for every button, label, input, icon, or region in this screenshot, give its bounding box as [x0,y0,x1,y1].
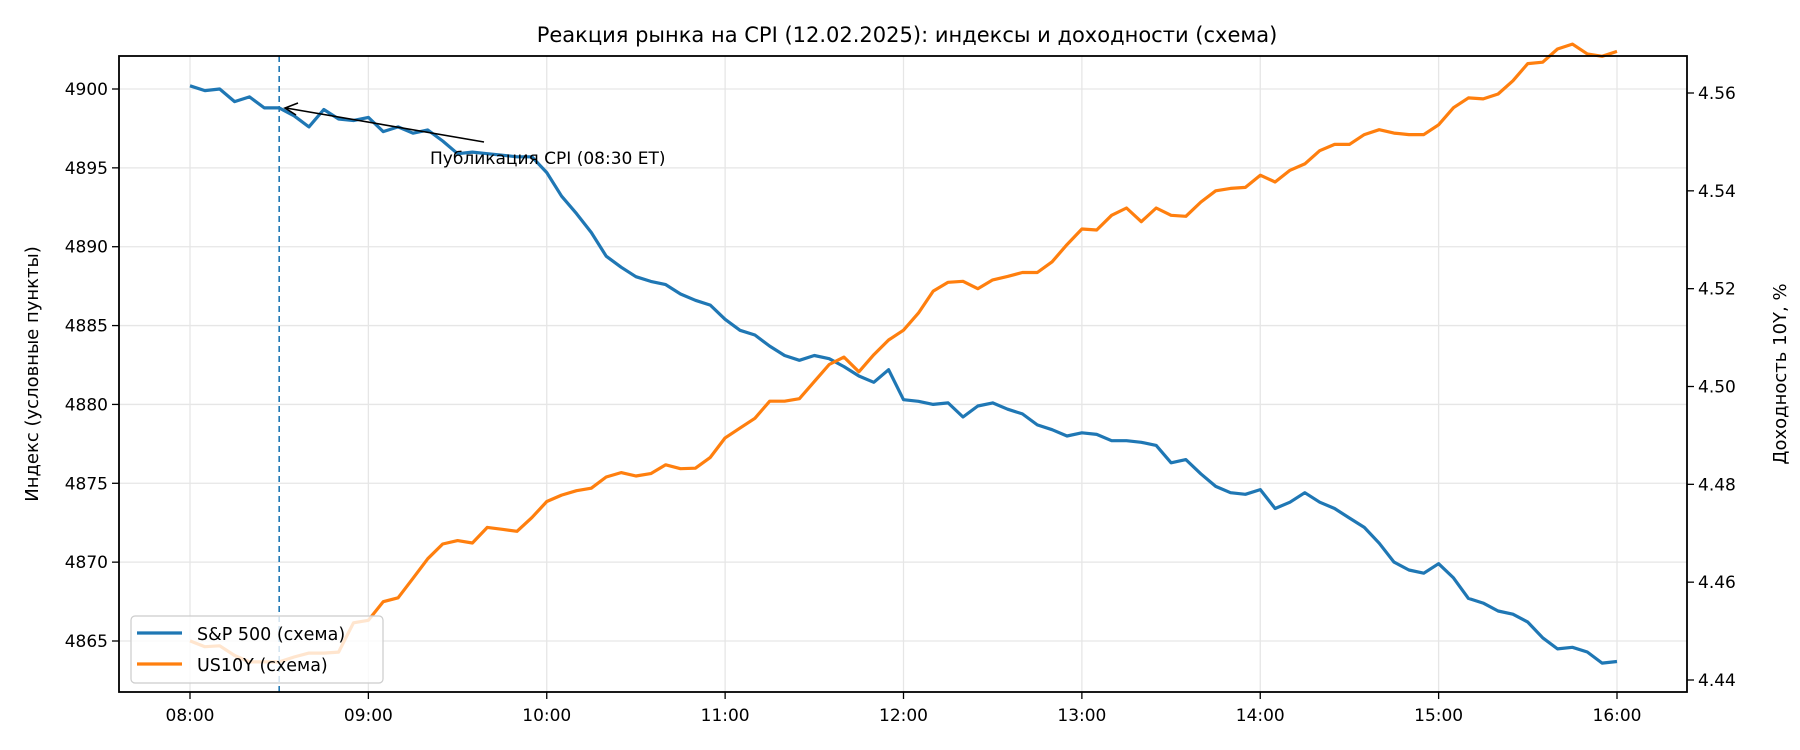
x-tick-label: 15:00 [1414,706,1463,726]
series-line-sp500 [189,84,1618,665]
y-left-tick-label: 4875 [65,474,108,494]
y-left-tick-label: 4870 [65,553,108,573]
legend-label-sp500: S&P 500 (схема) [197,625,345,645]
y-right-tick-label: 4.56 [1698,84,1736,104]
y-right-tick-label: 4.54 [1698,182,1736,202]
y-left-tick-label: 4900 [65,80,108,100]
y-left-tick-label: 4880 [65,395,108,415]
y-axis-left-ticks: 4865 4870 4875 4880 4885 4890 4895 4900 [65,80,119,652]
y-axis-right-label: Доходность 10Y, % [1770,283,1791,464]
annotation-arrowhead-icon [283,102,299,116]
y-right-tick-label: 4.52 [1698,280,1736,300]
x-tick-label: 08:00 [166,706,215,726]
y-right-tick-label: 4.50 [1698,378,1736,398]
annotation-arrow-shaft [285,107,485,143]
chart-title: Реакция рынка на CPI (12.02.2025): индек… [537,23,1278,47]
series-line-us10y [189,42,1618,664]
annotation-text: Публикация CPI (08:30 ET) [430,149,666,169]
y-left-tick-label: 4885 [65,317,108,337]
x-tick-label: 10:00 [522,706,571,726]
legend-box [130,615,384,684]
x-tick-label: 13:00 [1057,706,1106,726]
y-left-tick-label: 4865 [65,632,108,652]
x-tick-label: 09:00 [344,706,393,726]
x-tick-label: 11:00 [701,706,750,726]
y-left-tick-label: 4895 [65,159,108,179]
x-tick-label: 14:00 [1236,706,1285,726]
y-right-tick-label: 4.48 [1698,475,1736,495]
y-right-tick-label: 4.46 [1698,573,1736,593]
y-left-tick-label: 4890 [65,238,108,258]
x-tick-label: 12:00 [879,706,928,726]
legend: S&P 500 (схема) US10Y (схема) [130,615,384,684]
series-layer [189,42,1618,665]
y-axis-left-label: Индекс (условные пункты) [22,246,43,502]
grid-lines [119,56,1687,692]
y-right-tick-label: 4.44 [1698,671,1736,691]
x-tick-label: 16:00 [1593,706,1642,726]
annotation: Публикация CPI (08:30 ET) [283,102,666,169]
legend-label-us10y: US10Y (схема) [197,656,328,676]
x-axis-ticks: 08:00 09:00 10:00 11:00 12:00 13:00 14:00 15:00… [166,692,1642,726]
y-axis-right-ticks: 4.44 4.46 4.48 4.50 4.52 4.54 4.56 [1687,84,1736,691]
